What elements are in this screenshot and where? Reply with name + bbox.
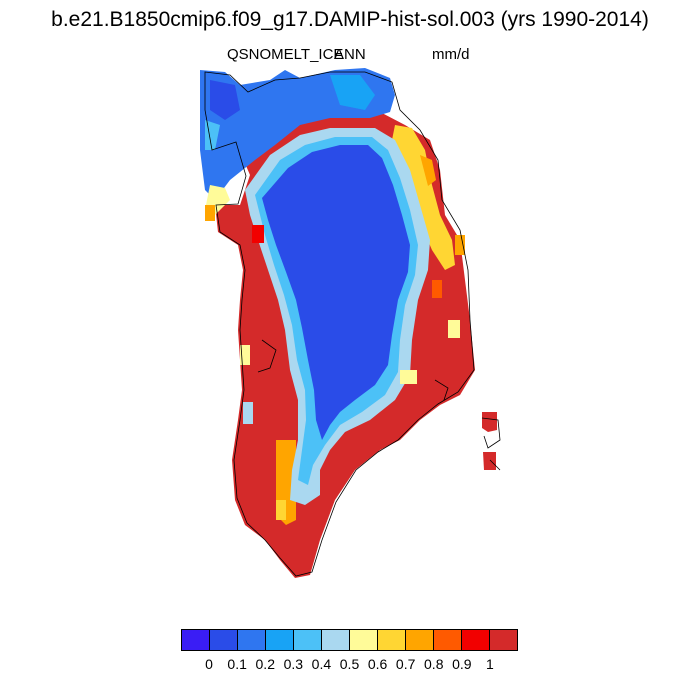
cell: [252, 225, 264, 243]
season-label: ANN: [334, 46, 366, 63]
colorbar-tick-label: 0.2: [255, 656, 275, 672]
colorbar-swatch: [378, 630, 406, 650]
cell: [455, 235, 465, 255]
east-transition-orange: [420, 155, 436, 186]
north-fringe-mid: [330, 75, 375, 110]
colorbar-tick-label: 0.5: [339, 656, 360, 672]
colorbar-swatch: [266, 630, 294, 650]
cell: [448, 320, 460, 338]
colorbar-swatch: [434, 630, 462, 650]
plot-title: b.e21.B1850cmip6.f09_g17.DAMIP-hist-sol.…: [51, 8, 649, 31]
colorbar-tick-label: 1: [486, 656, 494, 672]
colorbar-swatch: [322, 630, 350, 650]
cell: [243, 402, 253, 424]
cell: [276, 500, 286, 520]
variable-label: QSNOMELT_ICE: [227, 46, 344, 63]
cell: [205, 205, 215, 221]
ice-sheet-interior: [262, 145, 410, 440]
colorbar-tick-label: 0.8: [424, 656, 444, 672]
coastline-inlet-2: [434, 379, 449, 401]
colorbar-tick-label: 0: [205, 656, 213, 672]
cell: [432, 280, 442, 298]
colorbar: [181, 629, 518, 651]
coastline-inlet: [257, 339, 277, 373]
colorbar-tick-label: 0.7: [395, 656, 416, 672]
colorbar-swatch: [238, 630, 266, 650]
colorbar-tick-label: 0.4: [311, 656, 332, 672]
northern-fringe: [200, 68, 395, 200]
colorbar-swatch: [182, 630, 210, 650]
cell: [400, 370, 417, 384]
east-island-melt-2: [483, 452, 496, 470]
island-coast-2: [489, 459, 501, 471]
colorbar-tick-label: 0.6: [367, 656, 388, 672]
colorbar-tick-label: 0.9: [452, 656, 472, 672]
cell: [240, 345, 250, 365]
colorbar-tick-label: 0.3: [283, 656, 304, 672]
north-fringe-light: [205, 120, 220, 150]
east-island-melt: [482, 412, 497, 432]
island-coast: [481, 417, 501, 449]
colorbar-swatch: [350, 630, 378, 650]
coastline-path: [204, 71, 475, 577]
colorbar-swatch: [210, 630, 238, 650]
north-fringe-dark: [210, 80, 240, 120]
units-label: mm/d: [432, 46, 470, 63]
colorbar-tick-label: 0.1: [227, 656, 247, 672]
scattered-cells: [205, 205, 465, 520]
colorbar-swatch: [294, 630, 322, 650]
colorbar-swatch: [490, 630, 517, 650]
coastline: [204, 71, 501, 577]
colorbar-swatch: [462, 630, 490, 650]
colorbar-swatch: [406, 630, 434, 650]
east-transition-band: [392, 125, 455, 270]
